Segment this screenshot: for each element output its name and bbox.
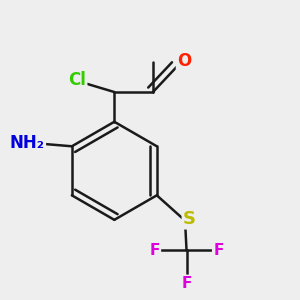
Text: NH₂: NH₂ — [10, 134, 45, 152]
Text: F: F — [149, 243, 160, 258]
Text: F: F — [213, 243, 224, 258]
Text: O: O — [177, 52, 191, 70]
Text: Cl: Cl — [68, 71, 86, 89]
Text: S: S — [183, 210, 196, 228]
Text: F: F — [181, 276, 192, 291]
